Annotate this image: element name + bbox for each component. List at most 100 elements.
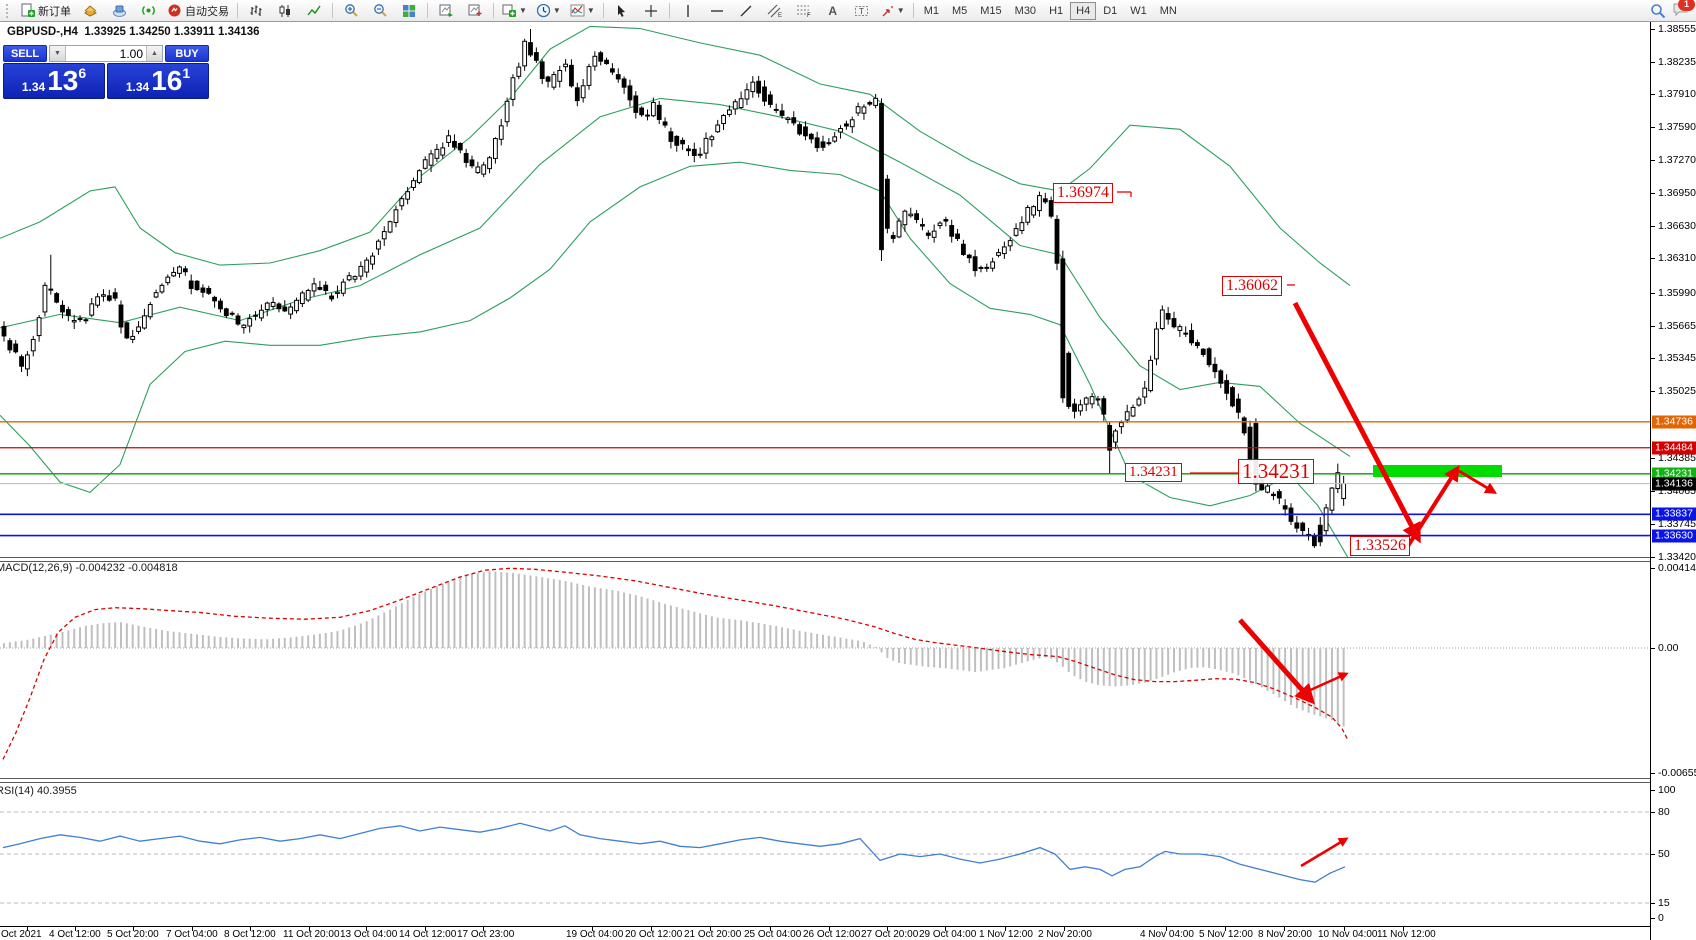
volume-increase-button[interactable]: ▲ [146, 46, 162, 61]
buy-button[interactable]: BUY [165, 45, 209, 62]
signals-button[interactable] [134, 1, 162, 21]
toolbar-right-tools: 1 [1650, 0, 1695, 20]
zoom-in-button[interactable] [337, 1, 365, 21]
pane-separator-rsi[interactable] [0, 778, 1650, 783]
depth-button[interactable] [105, 1, 133, 21]
volume-input[interactable] [66, 46, 146, 61]
buy-price-pips: 16 [151, 65, 183, 96]
chart-title: GBPUSD-,H4 1.33925 1.34250 1.33911 1.341… [7, 26, 260, 38]
new-chart-button[interactable]: ▼ [498, 1, 531, 21]
axis-tickmark [1651, 258, 1655, 259]
price-annotation-label[interactable]: 1.34231 [1125, 463, 1182, 482]
text-button[interactable]: A [828, 3, 838, 18]
chart-canvas[interactable] [0, 22, 1650, 926]
time-tick-label: 26 Oct 12:00 [803, 929, 861, 940]
toolbar-separator [602, 3, 604, 18]
chart-shift-button[interactable] [461, 1, 489, 21]
new-order-icon [21, 3, 35, 17]
trend-arrow [1300, 837, 1349, 868]
price-annotation-label[interactable]: 1.36062 [1222, 276, 1282, 296]
time-tickmark [1284, 927, 1285, 931]
timeframe-button-m15[interactable]: M15 [980, 4, 1002, 17]
pane-separator-macd[interactable] [0, 557, 1650, 562]
time-axis[interactable]: Oct 2021 4 Oct 12:00 5 Oct 20:00 7 Oct 04:0… [0, 926, 1650, 940]
price-annotation-label[interactable]: 1.36974 [1053, 183, 1113, 203]
tile-windows-icon [403, 4, 415, 17]
axis-tickmark [1651, 62, 1655, 63]
line-chart-icon [307, 5, 321, 15]
axis-tickmark [1651, 226, 1655, 227]
text-label-button[interactable]: T [848, 1, 876, 21]
candlestick-button[interactable] [271, 1, 299, 21]
horizontal-line-button[interactable] [703, 1, 731, 21]
time-tickmark [945, 927, 946, 931]
chat-button[interactable]: 1 [1672, 0, 1695, 20]
axis-tickmark [1651, 918, 1655, 919]
timeframe-button-m5[interactable]: M5 [951, 4, 968, 17]
chart-shift-icon [468, 4, 481, 16]
time-tickmark [133, 927, 134, 931]
axis-tickmark [1651, 524, 1655, 525]
shapes-button[interactable]: ▼ [877, 1, 909, 21]
axis-tickmark [1651, 812, 1655, 813]
sell-price[interactable]: 1.34 13 6 [3, 63, 105, 99]
axis-tickmark [1651, 491, 1655, 492]
axis-tick-label: -0.006559 [1658, 767, 1696, 779]
axis-tick-label: 1.33420 [1658, 551, 1696, 563]
timeframe-button-m30[interactable]: M30 [1014, 4, 1037, 17]
sell-price-pips: 13 [47, 65, 79, 96]
axis-tickmark [1651, 293, 1655, 294]
volume-decrease-button[interactable]: ▼ [50, 46, 66, 61]
time-tickmark [887, 927, 888, 931]
trendline-icon [740, 5, 752, 16]
axis-tickmark [1651, 326, 1655, 327]
vertical-line-button[interactable] [674, 1, 702, 21]
time-tick-label: 1 Nov 12:00 [979, 929, 1033, 940]
timeframe-button-h4[interactable]: H4 [1070, 1, 1097, 20]
timeframe-button-mn[interactable]: MN [1159, 4, 1177, 17]
zoom-out-button[interactable] [366, 1, 394, 21]
time-tick-label: Oct 2021 [1, 929, 42, 940]
time-tickmark [192, 927, 193, 931]
time-tick-label: 20 Oct 12:00 [625, 929, 683, 940]
sell-button[interactable]: SELL [3, 45, 47, 62]
price-annotation-label[interactable]: 1.33526 [1350, 536, 1410, 556]
buy-price[interactable]: 1.34 16 1 [107, 63, 209, 99]
vertical-line-icon [687, 4, 689, 17]
timeframe-button-h1[interactable]: H1 [1049, 4, 1064, 17]
period-button[interactable]: ▼ [532, 1, 565, 21]
new-order-button[interactable]: 新订单 [16, 1, 75, 21]
cursor-button[interactable] [608, 1, 636, 21]
trendline-button[interactable] [732, 1, 760, 21]
indicators-button[interactable]: ▼ [566, 1, 599, 21]
timeframe-button-w1[interactable]: W1 [1130, 4, 1147, 17]
toolbar-grip[interactable] [6, 3, 12, 18]
zoom-out-icon [373, 4, 387, 17]
crosshair-button[interactable] [637, 1, 665, 21]
bar-chart-button[interactable] [242, 1, 270, 21]
axis-tick-label: 0.004149 [1658, 562, 1696, 574]
tile-windows-button[interactable] [395, 1, 423, 21]
price-level-badge: 1.33630 [1652, 529, 1696, 543]
axis-tick-label: 1.37910 [1658, 88, 1696, 100]
search-icon[interactable] [1650, 3, 1666, 19]
new-order-label: 新订单 [38, 5, 71, 18]
price-annotation-label[interactable]: 1.34231 [1238, 459, 1315, 485]
timeframe-button-d1[interactable]: D1 [1103, 4, 1118, 17]
chart-forward-button[interactable] [432, 1, 460, 21]
zoom-in-icon [344, 4, 358, 17]
svg-text:F: F [807, 13, 811, 18]
axis-tick-label: 15 [1658, 897, 1670, 909]
time-tick-label: 13 Oct 04:00 [340, 929, 398, 940]
autotrade-button[interactable]: 自动交易 [163, 1, 233, 21]
axis-tick-label: 1.36310 [1658, 252, 1696, 264]
fibonacci-button[interactable]: F [790, 1, 818, 21]
timeframe-button-m1[interactable]: M1 [923, 4, 939, 17]
label-icon: T [855, 5, 869, 16]
line-chart-button[interactable] [300, 1, 328, 21]
time-tickmark [1005, 927, 1006, 931]
market-button[interactable] [76, 1, 104, 21]
channel-button[interactable]: E [761, 1, 789, 21]
price-axis[interactable]: 1.38555 1.38235 1.37910 1.37590 1.37270 1.369… [1650, 22, 1696, 940]
